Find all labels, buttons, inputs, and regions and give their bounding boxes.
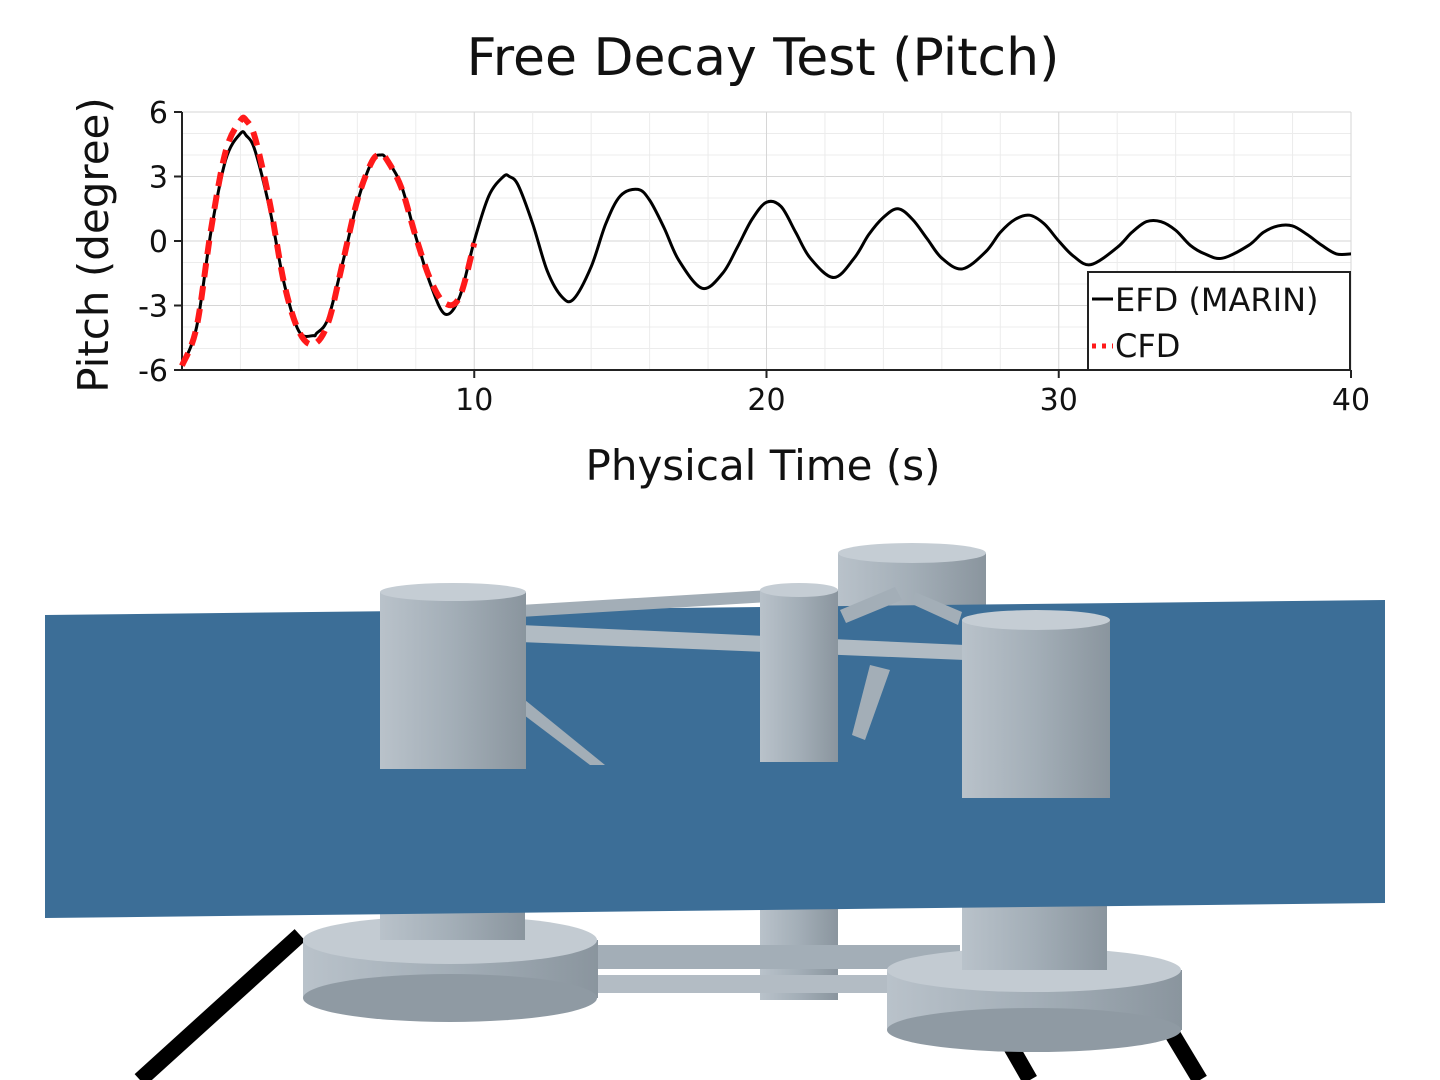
- series-group: [179, 114, 1352, 367]
- pontoon-brace-lower-2: [560, 975, 920, 993]
- legend-box: [1087, 271, 1351, 371]
- series-line-cfd: [179, 114, 478, 367]
- x-tick-label: 40: [1332, 383, 1370, 418]
- submerged-structure: [134, 905, 1207, 1080]
- axis-ticks: 630-3-610 20 30 40: [138, 96, 1370, 418]
- y-tick-label: -3: [138, 290, 168, 325]
- mooring-line-left: [134, 929, 306, 1080]
- legend-label-efd: EFD (MARIN): [1115, 281, 1319, 319]
- legend-label-cfd: CFD: [1115, 327, 1180, 365]
- y-tick-label: 3: [149, 161, 168, 196]
- x-tick-label: 30: [1040, 383, 1078, 418]
- y-tick-label: 6: [149, 96, 168, 131]
- y-tick-label: -6: [138, 354, 168, 389]
- x-axis-label: Physical Time (s): [586, 441, 941, 490]
- x-tick-label: 10: [455, 383, 493, 418]
- offset-column-left: [380, 583, 526, 769]
- offset-column-right: [962, 610, 1110, 798]
- y-axis-label: Pitch (degree): [69, 97, 118, 393]
- pitch-chart: Free Decay Test (Pitch) 630-3-610 20 30 40 …: [69, 28, 1370, 490]
- legend: EFD (MARIN) CFD: [1087, 271, 1351, 371]
- y-tick-label: 0: [149, 225, 168, 260]
- center-column: [760, 583, 838, 762]
- grid: [181, 111, 1352, 371]
- upper-braces: [520, 587, 965, 765]
- x-tick-label: 20: [747, 383, 785, 418]
- chart-title: Free Decay Test (Pitch): [467, 28, 1060, 88]
